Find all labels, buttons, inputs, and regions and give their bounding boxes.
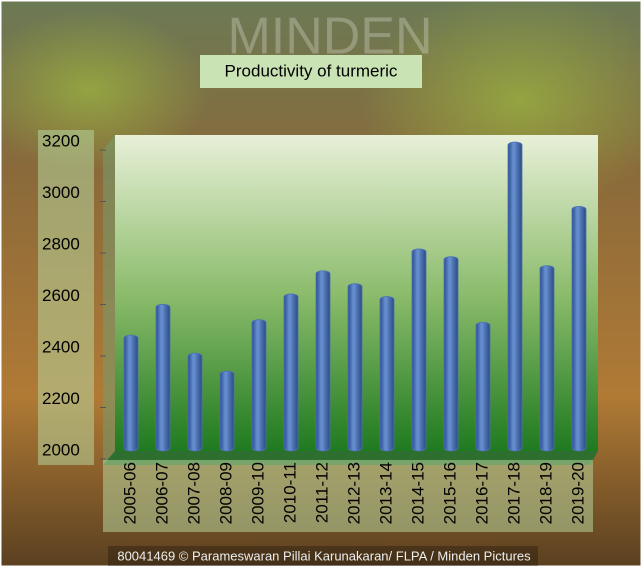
bar: [475, 321, 491, 452]
y-tick-label: 3000: [42, 183, 80, 202]
y-axis-label-box: [38, 130, 94, 465]
y-tick-label: 2400: [42, 337, 80, 356]
bar: [507, 141, 523, 452]
bar: [219, 370, 235, 452]
x-tick-label: 2014-15: [408, 462, 427, 524]
x-tick-label: 2010-11: [280, 462, 299, 523]
x-axis-label-box: [103, 460, 593, 532]
bar: [539, 265, 555, 452]
bar: [123, 334, 139, 452]
x-tick-label: 2011-12: [312, 462, 331, 523]
x-tick-label: 2012-13: [344, 462, 363, 524]
x-tick-label: 2016-17: [472, 462, 491, 524]
y-tick-label: 2000: [42, 440, 80, 459]
bar: [411, 248, 427, 452]
y-tick-label: 3200: [42, 131, 80, 150]
x-tick-label: 2008-09: [216, 462, 235, 524]
credit-box: [108, 546, 538, 566]
bar: [155, 303, 171, 452]
x-tick-label: 2007-08: [184, 462, 203, 524]
foliage: [0, 10, 210, 170]
bar: [347, 283, 363, 452]
credit: 80041469 © Parameswaran Pillai Karunakar…: [117, 548, 531, 563]
title-box: [200, 55, 422, 88]
bar: [187, 352, 203, 452]
x-tick-label: 2018-19: [536, 462, 555, 524]
y-tick-label: 2200: [42, 389, 80, 408]
x-tick-label: 2009-10: [248, 462, 267, 524]
x-tick-label: 2019-20: [568, 462, 587, 524]
x-tick-label: 2017-18: [504, 462, 523, 524]
bar: [315, 270, 331, 452]
x-tick-label: 2006-07: [152, 462, 171, 524]
bar: [251, 319, 267, 452]
bar: [571, 205, 587, 452]
y-tick-label: 2600: [42, 286, 80, 305]
x-tick-label: 2013-14: [376, 462, 395, 524]
x-tick-label: 2015-16: [440, 462, 459, 524]
y-tick-label: 2800: [42, 234, 80, 253]
bar: [379, 296, 395, 452]
bar: [443, 256, 459, 452]
x-tick-label: 2005-06: [120, 462, 139, 524]
bar: [283, 293, 299, 452]
chart-title: Productivity of turmeric: [225, 61, 398, 80]
